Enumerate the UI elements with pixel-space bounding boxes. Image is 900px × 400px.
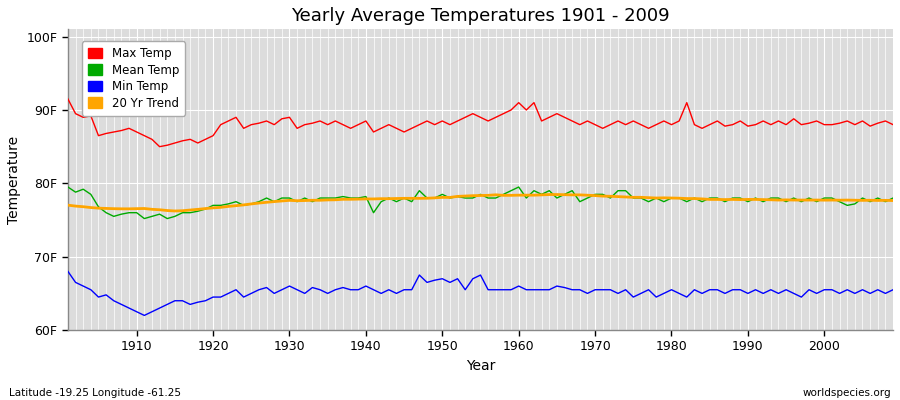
Title: Yearly Average Temperatures 1901 - 2009: Yearly Average Temperatures 1901 - 2009 — [292, 7, 670, 25]
X-axis label: Year: Year — [466, 359, 495, 373]
Legend: Max Temp, Mean Temp, Min Temp, 20 Yr Trend: Max Temp, Mean Temp, Min Temp, 20 Yr Tre… — [82, 41, 184, 116]
Y-axis label: Temperature: Temperature — [7, 136, 21, 224]
Text: Latitude -19.25 Longitude -61.25: Latitude -19.25 Longitude -61.25 — [9, 388, 181, 398]
Text: worldspecies.org: worldspecies.org — [803, 388, 891, 398]
